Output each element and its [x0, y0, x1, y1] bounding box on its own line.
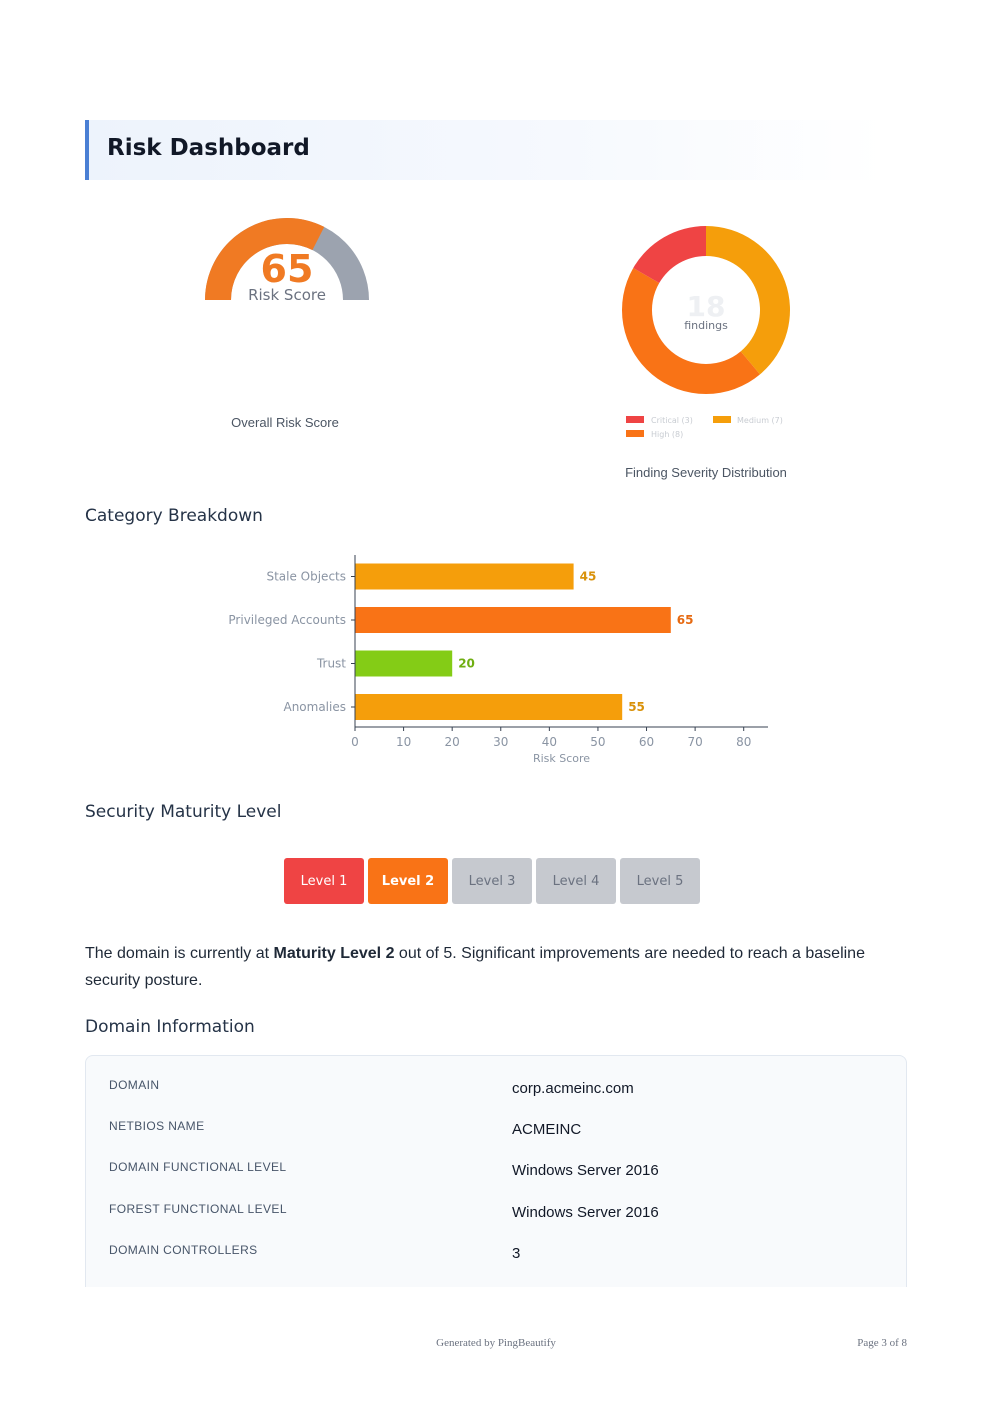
legend-label-critical: Critical (3): [651, 416, 693, 425]
risk-score-gauge: 65 Risk Score: [205, 218, 369, 304]
footer-generated: Generated by PingBeautify: [436, 1337, 556, 1349]
x-tick-label: 20: [445, 735, 460, 749]
gauge-caption: Overall Risk Score: [231, 415, 339, 430]
x-tick-label: 10: [396, 735, 411, 749]
legend-label-high: High (8): [651, 430, 683, 439]
domain-info-row: DOMAIN CONTROLLERS 3: [86, 1243, 906, 1273]
bar-value-label: 65: [677, 613, 694, 627]
maturity-description: The domain is currently at Maturity Leve…: [85, 940, 907, 994]
domain-info-row: DOMAIN FUNCTIONAL LEVEL Windows Server 20…: [86, 1160, 906, 1190]
domain-info-table: DOMAIN corp.acmeinc.com NETBIOS NAME ACMEIN…: [85, 1055, 907, 1287]
domain-info-row: FOREST FUNCTIONAL LEVEL Windows Server 20…: [86, 1202, 906, 1232]
gauge-score-value: 65: [261, 247, 314, 291]
domain-info-label: DOMAIN FUNCTIONAL LEVEL: [109, 1160, 287, 1174]
maturity-level-2: Level 2: [368, 858, 448, 904]
donut-center-value: 18: [687, 290, 726, 323]
bar-trust: [355, 650, 453, 677]
domain-info-value: 3: [512, 1245, 521, 1262]
domain-info-label: DOMAIN CONTROLLERS: [109, 1243, 258, 1257]
bar-value-label: 20: [458, 657, 475, 671]
donut-legend: Critical (3) Medium (7) High (8): [626, 416, 783, 439]
x-tick-label: 60: [639, 735, 654, 749]
x-tick-label: 50: [590, 735, 605, 749]
bar-value-label: 45: [580, 570, 597, 584]
domain-info-label: NETBIOS NAME: [109, 1119, 205, 1133]
maturity-heading: Security Maturity Level: [85, 802, 282, 822]
donut-slice-medium: [706, 226, 790, 375]
maturity-text-before: The domain is currently at: [85, 945, 274, 962]
legend-swatch-high: [626, 430, 644, 437]
gauge-score-label: Risk Score: [248, 286, 326, 304]
maturity-text-after: out of 5. Significant improvements are n…: [85, 945, 865, 989]
category-bar-chart: 45 65 20 55 Stale Objects Privileged Account…: [228, 555, 768, 765]
category-breakdown-heading: Category Breakdown: [85, 506, 263, 526]
domain-info-label: FOREST FUNCTIONAL LEVEL: [109, 1202, 287, 1216]
gauge-fill: [205, 218, 325, 301]
maturity-text-bold: Maturity Level 2: [273, 945, 395, 962]
maturity-level-5: Level 5: [620, 858, 700, 904]
donut-center-label: findings: [684, 319, 728, 332]
page-title-bar: Risk Dashboard: [85, 120, 885, 180]
domain-info-heading: Domain Information: [85, 1017, 255, 1037]
footer-page-number: Page 3 of 8: [857, 1337, 907, 1349]
donut-slice-high: [621, 268, 760, 395]
maturity-level-3: Level 3: [452, 858, 532, 904]
bar-value-label: 55: [628, 700, 645, 714]
x-tick-label: 70: [687, 735, 702, 749]
x-tick-label: 80: [736, 735, 751, 749]
page-title: Risk Dashboard: [107, 135, 310, 161]
x-tick-label: 0: [351, 735, 359, 749]
maturity-level-4: Level 4: [536, 858, 616, 904]
donut-caption: Finding Severity Distribution: [625, 465, 787, 480]
bar-anomalies: [355, 694, 623, 720]
bar-privileged-accounts: [355, 607, 671, 633]
domain-info-label: DOMAIN: [109, 1078, 160, 1092]
legend-swatch-critical: [626, 416, 644, 423]
x-tick-label: 40: [542, 735, 557, 749]
x-axis-label: Risk Score: [533, 752, 590, 765]
maturity-level-bar: Level 1 Level 2 Level 3 Level 4 Level 5: [284, 858, 700, 904]
domain-info-value: ACMEINC: [512, 1121, 582, 1138]
y-tick-label: Trust: [316, 657, 346, 671]
domain-info-value: Windows Server 2016: [512, 1162, 659, 1179]
donut-slice-critical: [633, 226, 706, 283]
domain-info-value: corp.acmeinc.com: [512, 1080, 634, 1097]
bar-stale-objects: [355, 563, 574, 590]
y-tick-label: Stale Objects: [266, 570, 346, 584]
domain-info-row: NETBIOS NAME ACMEINC: [86, 1119, 906, 1149]
legend-label-medium: Medium (7): [737, 416, 783, 425]
legend-swatch-medium: [713, 416, 731, 423]
maturity-level-1: Level 1: [284, 858, 364, 904]
severity-donut-chart: 18 findings: [621, 226, 790, 395]
y-tick-label: Anomalies: [283, 700, 346, 714]
domain-info-row: DOMAIN corp.acmeinc.com: [86, 1078, 906, 1108]
x-tick-label: 30: [493, 735, 508, 749]
domain-info-value: Windows Server 2016: [512, 1204, 659, 1221]
y-tick-label: Privileged Accounts: [228, 613, 346, 627]
